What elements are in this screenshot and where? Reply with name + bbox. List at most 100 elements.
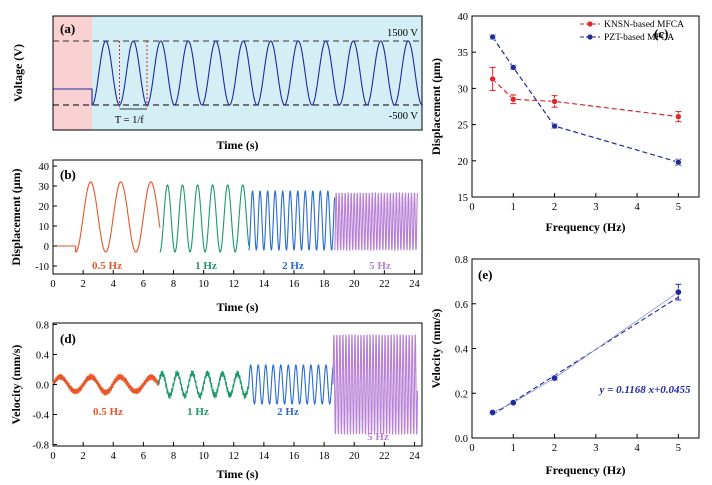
e-x-tick-label: 2 (552, 443, 557, 454)
e-x-tick-label: 1 (511, 443, 516, 454)
a-period-label: T = 1/f (115, 115, 145, 126)
d-x-tick-label: 4 (111, 451, 117, 462)
e-data-point (674, 288, 682, 296)
c-x-tick-label: 5 (676, 202, 681, 213)
c-y-tick-label: 35 (458, 48, 469, 59)
b-x-tick-label: 18 (319, 279, 330, 290)
e-fit-equation: y = 0.1168 x+0.0455 (597, 384, 691, 396)
b-x-tick-label: 10 (198, 279, 209, 290)
b-y-tick-label: 30 (39, 182, 50, 193)
c-plot-frame (471, 15, 700, 198)
d-y-tick-label: -0.8 (32, 441, 49, 452)
c-legend-marker (587, 34, 593, 40)
b-x-tick-label: 24 (409, 279, 420, 290)
d-x-tick-label: 20 (349, 451, 360, 462)
e-x-tick-label: 5 (676, 443, 681, 454)
b-series-label: 1 Hz (195, 260, 217, 272)
b-x-tick-label: 0 (50, 279, 55, 290)
a-voltage-waveform (53, 40, 423, 106)
d-x-tick-label: 2 (80, 451, 85, 462)
e-y-tick-label: 0.2 (455, 389, 468, 400)
c-x-axis-title: Frequency (Hz) (545, 220, 625, 234)
e-y-tick-label: 0.8 (455, 255, 468, 266)
c-x-tick-label: 0 (469, 202, 474, 213)
a-plot-frame (52, 15, 423, 131)
a-low-level-label: -500 V (389, 111, 419, 122)
c-data-point (675, 113, 682, 120)
c-y-tick-label: 25 (458, 121, 469, 132)
b-x-tick-label: 16 (289, 279, 300, 290)
d-x-tick-label: 10 (198, 451, 209, 462)
c-panel-label: (c) (654, 26, 668, 41)
a-x-axis-title: Time (s) (216, 138, 258, 152)
d-y-tick-label: 0.4 (36, 351, 50, 362)
d-series-trace (157, 370, 250, 400)
d-x-axis-title: Time (s) (216, 467, 258, 481)
b-series-label: 2 Hz (282, 260, 304, 272)
e-y-tick-label: 0.4 (455, 345, 469, 356)
d-series-trace (52, 372, 159, 397)
e-series-line (492, 291, 679, 413)
d-x-tick-label: 18 (319, 451, 330, 462)
b-x-tick-label: 20 (349, 279, 360, 290)
c-y-tick-label: 40 (458, 12, 469, 23)
d-y-tick-label: -0.4 (32, 411, 49, 422)
b-y-tick-label: -10 (35, 262, 49, 273)
c-x-tick-label: 2 (552, 202, 557, 213)
b-x-tick-label: 8 (171, 279, 176, 290)
b-x-tick-label: 12 (228, 279, 239, 290)
b-x-tick-label: 4 (111, 279, 117, 290)
d-x-tick-label: 22 (379, 451, 390, 462)
b-y-tick-label: 10 (39, 222, 50, 233)
b-series-label: 0.5 Hz (92, 260, 122, 272)
e-y-axis-title: Velocity (mm/s) (429, 309, 443, 389)
d-series-trace (332, 334, 418, 435)
c-legend-label: PZT-based MFCA (604, 33, 674, 43)
b-x-tick-label: 14 (259, 279, 270, 290)
e-data-point (489, 408, 497, 416)
b-plot-frame (52, 159, 423, 275)
c-series-line (492, 78, 679, 118)
b-series-trace (248, 190, 336, 251)
d-x-tick-label: 12 (228, 451, 239, 462)
c-data-point (551, 122, 558, 130)
c-y-tick-label: 15 (458, 193, 469, 204)
d-x-tick-label: 24 (409, 451, 420, 462)
b-x-tick-label: 2 (80, 279, 85, 290)
d-x-tick-label: 14 (259, 451, 270, 462)
c-data-point (489, 33, 496, 41)
c-y-tick-label: 20 (458, 157, 469, 168)
c-x-tick-label: 3 (593, 202, 598, 213)
d-x-tick-label: 0 (50, 451, 55, 462)
e-fit-line (492, 296, 679, 416)
a-y-axis-title: Voltage (V) (11, 44, 25, 102)
b-x-tick-label: 22 (379, 279, 390, 290)
a-high-level-label: 1500 V (387, 28, 418, 39)
c-legend-marker (587, 21, 593, 27)
d-x-tick-label: 16 (289, 451, 300, 462)
b-y-axis-title: Displacement (μm) (9, 168, 23, 265)
c-data-point (675, 158, 682, 166)
b-series-label: 5 Hz (369, 260, 391, 272)
b-x-axis-title: Time (s) (216, 300, 258, 314)
b-series-trace (159, 184, 250, 253)
c-x-tick-label: 1 (511, 202, 516, 213)
c-data-point (551, 98, 558, 105)
d-series-label: 0.5 Hz (93, 406, 123, 418)
d-series-trace (248, 364, 334, 405)
c-data-point (509, 95, 517, 103)
d-panel-label: (d) (60, 331, 76, 346)
c-data-point (509, 64, 517, 71)
b-series-trace (53, 181, 161, 253)
d-x-tick-label: 8 (171, 451, 176, 462)
b-panel-label: (b) (60, 167, 76, 182)
e-panel-label: (e) (478, 267, 492, 282)
c-x-tick-label: 4 (634, 202, 640, 213)
c-series-line (492, 36, 679, 163)
d-y-axis-title: Velocity (mm/s) (9, 345, 23, 425)
b-y-tick-label: 20 (39, 202, 50, 213)
c-data-point (489, 75, 496, 83)
b-y-tick-label: 0 (44, 242, 49, 253)
e-plot-frame (471, 258, 700, 439)
